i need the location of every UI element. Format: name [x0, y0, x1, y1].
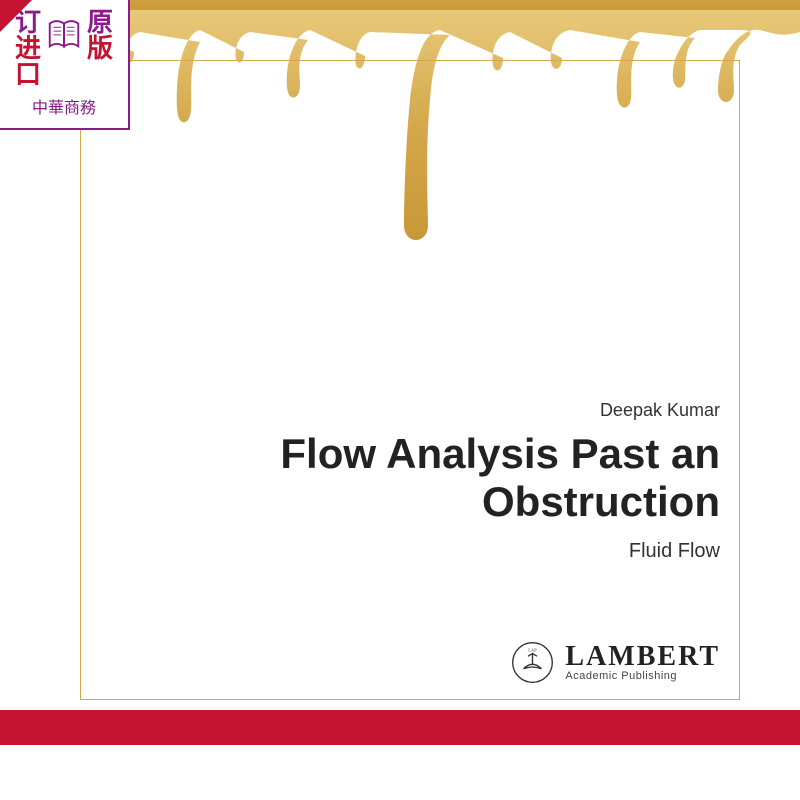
footer-red-band — [0, 710, 800, 745]
publisher-logo-icon: LAP — [510, 640, 555, 685]
badge-char: 进 — [15, 36, 41, 62]
publisher-name: LAMBERT — [565, 643, 720, 671]
svg-text:LAP: LAP — [529, 648, 538, 653]
import-badge: 订 进 口 原 版 中華商務 — [0, 0, 130, 130]
badge-char: 版 — [87, 36, 113, 62]
publisher-block: LAP LAMBERT Academic Publishing — [510, 640, 720, 685]
badge-corner-fold — [0, 0, 32, 32]
badge-char: 原 — [87, 10, 113, 36]
book-subtitle: Fluid Flow — [629, 540, 720, 563]
badge-brand-text: 中華商務 — [32, 94, 96, 118]
publisher-tagline: Academic Publishing — [565, 671, 720, 682]
book-title: Flow Analysis Past an Obstruction — [250, 430, 720, 527]
badge-char: 口 — [15, 62, 41, 88]
author-name: Deepak Kumar — [600, 400, 720, 421]
book-cover: Deepak Kumar Flow Analysis Past an Obstr… — [0, 0, 800, 800]
open-book-icon — [45, 14, 83, 52]
